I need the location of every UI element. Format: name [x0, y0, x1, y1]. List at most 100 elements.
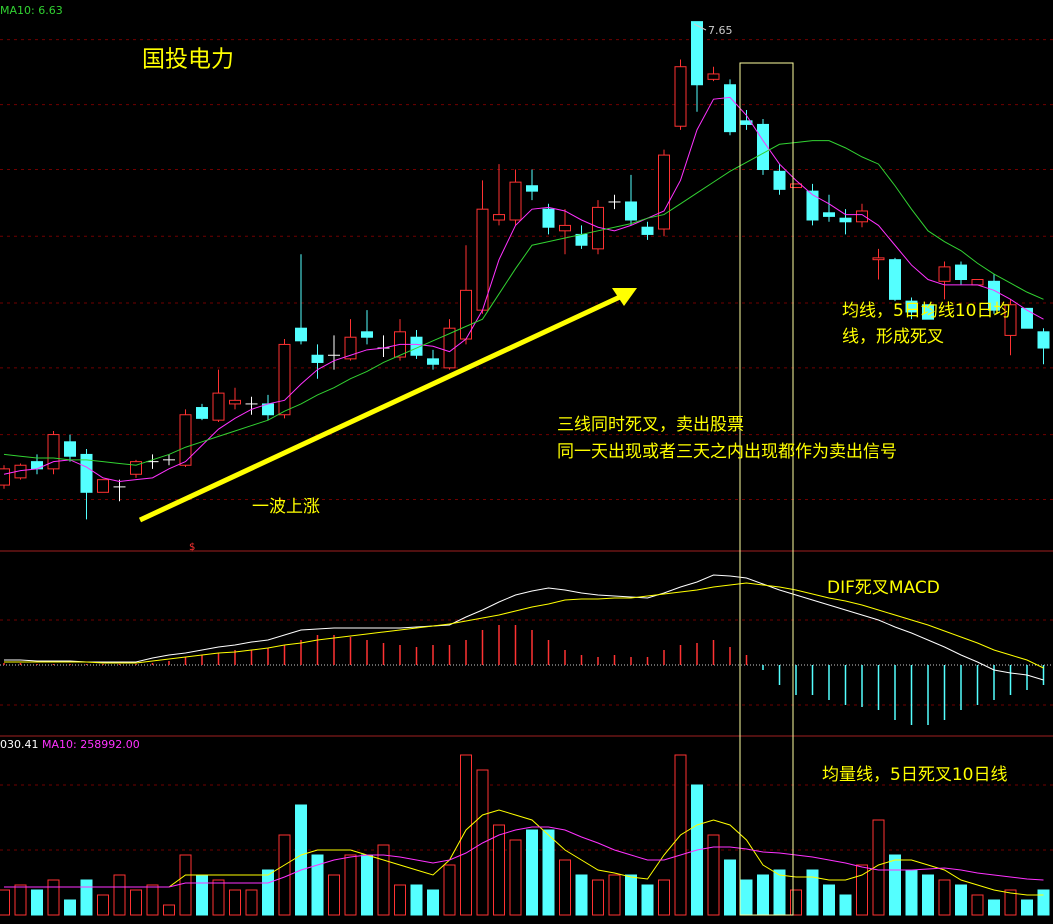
- candle-body: [278, 343, 291, 416]
- volume-bar: [773, 869, 786, 916]
- candle-body: [410, 336, 423, 356]
- volume-bar: [245, 889, 258, 916]
- volume-bar: [196, 874, 208, 916]
- candle-body: [691, 21, 703, 86]
- volume-bar: [955, 884, 967, 916]
- candle-body: [889, 259, 901, 300]
- candle-body: [922, 304, 934, 320]
- candle-body: [427, 358, 439, 365]
- volume-bar: [971, 894, 984, 916]
- candle-body: [839, 217, 852, 223]
- volume-bar: [757, 874, 769, 916]
- candle-body: [806, 190, 819, 221]
- candle-body: [707, 73, 720, 80]
- volume-bar: [410, 884, 423, 916]
- candle-body: [724, 84, 736, 133]
- candle-body: [740, 120, 753, 125]
- volume-bar: [113, 874, 126, 916]
- trend-arrow-head: [612, 288, 637, 306]
- candle-body: [938, 266, 951, 282]
- volume-bar: [839, 894, 852, 916]
- ma-legend: MA10: 6.63: [0, 4, 63, 17]
- candle-body: [311, 354, 324, 363]
- volume-bar: [872, 819, 885, 916]
- volume-bar: [790, 889, 802, 916]
- volume-bar: [0, 889, 10, 916]
- volume-ma-label: MA10: 258992.00: [42, 738, 140, 751]
- volume-bar: [31, 889, 43, 916]
- candle-body: [955, 264, 967, 281]
- candle-body: [344, 336, 357, 360]
- volume-bar: [641, 884, 654, 916]
- candle-body: [674, 66, 687, 127]
- candle-body: [212, 392, 225, 421]
- candle-body: [658, 154, 670, 230]
- high-pointer: [693, 23, 707, 31]
- candle-body: [179, 414, 192, 466]
- candle-body: [790, 183, 802, 189]
- volume-bar: [608, 874, 621, 916]
- volume-bar: [14, 884, 27, 916]
- indicator-line: [4, 582, 1044, 669]
- volume-bar: [856, 864, 868, 916]
- candle-body: [31, 461, 43, 470]
- chart-title: 国投电力: [142, 47, 234, 73]
- volume-bar: [394, 884, 406, 916]
- volume-bar: [295, 804, 307, 916]
- volume-bar: [377, 844, 390, 916]
- candle-body: [0, 468, 10, 486]
- marks: [0, 21, 1050, 916]
- candle-body: [1037, 331, 1050, 349]
- volume-bar: [97, 894, 109, 916]
- annotation: 一波上涨: [252, 497, 320, 517]
- candle-body: [361, 331, 373, 338]
- indicator-line: [3, 96, 1044, 482]
- volume-bar: [262, 869, 274, 916]
- candle-body: [773, 170, 786, 190]
- volume-bar: [542, 829, 555, 916]
- volume-bar: [47, 879, 60, 916]
- volume-bar: [938, 879, 951, 916]
- indicator-line: [4, 574, 1044, 681]
- volume-bar: [344, 854, 357, 916]
- annotation: 三线同时死叉，卖出股票: [557, 415, 744, 435]
- candle-body: [823, 212, 835, 217]
- candle-body: [757, 123, 769, 171]
- candle-body: [856, 210, 868, 223]
- indicator-line: [4, 826, 1044, 888]
- candle-body: [196, 407, 208, 419]
- volume-bar: [179, 854, 192, 916]
- volume-bar: [922, 874, 934, 916]
- candle-body: [872, 257, 885, 261]
- volume-bar: [361, 854, 373, 916]
- grid: [0, 39, 1053, 501]
- volume-bar: [212, 879, 225, 916]
- volume-bar: [905, 869, 918, 916]
- volume-bar: [328, 874, 340, 916]
- candle-body: [1021, 307, 1033, 329]
- annotation: 均线，5日均线10日均: [842, 301, 1010, 321]
- candle-body: [526, 185, 538, 192]
- volume-bar: [889, 854, 901, 916]
- annotation: 同一天出现或者三天之内出现都作为卖出信号: [557, 442, 897, 462]
- volume-bar: [707, 834, 720, 916]
- volume-bar: [146, 884, 159, 916]
- volume-bar: [443, 864, 456, 916]
- trend-arrow: [138, 293, 624, 523]
- candle-body: [971, 279, 984, 286]
- volume-bar: [493, 824, 505, 916]
- volume-bar: [1037, 889, 1050, 916]
- candle-body: [625, 201, 637, 221]
- volume-bar: [1021, 899, 1033, 916]
- signal-marker: $: [189, 542, 195, 553]
- candle-body: [64, 441, 76, 457]
- highlight-box: [739, 62, 794, 916]
- volume-bar: [806, 869, 819, 916]
- volume-bar: [592, 879, 604, 916]
- annotation: 均量线，5日死叉10日线: [822, 765, 1007, 785]
- indicator-line: [3, 140, 1044, 466]
- volume-bar: [229, 889, 241, 916]
- volume-bar: [1004, 889, 1017, 916]
